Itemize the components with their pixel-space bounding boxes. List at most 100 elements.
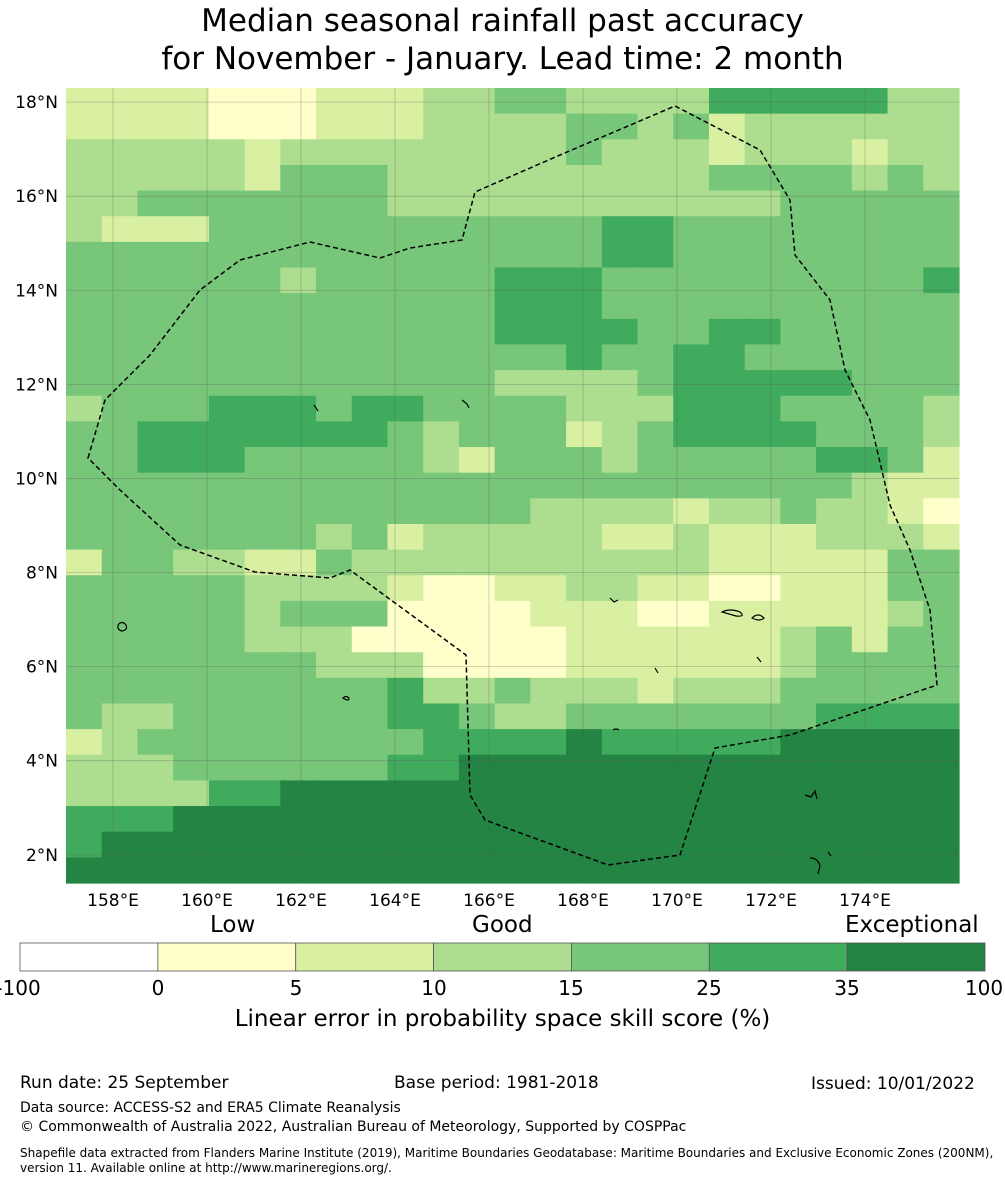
grid-cell xyxy=(780,498,817,525)
island xyxy=(313,404,319,412)
grid-cell xyxy=(423,190,460,217)
grid-cell xyxy=(923,139,960,166)
grid-cell xyxy=(280,139,317,166)
grid-cell xyxy=(673,600,710,628)
grid-cell xyxy=(851,626,889,653)
grid-cell xyxy=(173,523,210,551)
grid-cell xyxy=(708,626,746,653)
grid-cell xyxy=(637,293,674,320)
grid-cell xyxy=(423,318,460,346)
grid-cell xyxy=(494,857,531,884)
grid-cell xyxy=(601,139,639,166)
grid-cell xyxy=(173,447,210,474)
grid-cell xyxy=(316,293,353,320)
grid-cell xyxy=(316,549,353,576)
grid-cell xyxy=(173,498,210,525)
grid-cell xyxy=(923,677,960,705)
grid-cell xyxy=(530,626,567,653)
grid-cell xyxy=(708,395,746,422)
grid-cell xyxy=(494,190,531,217)
grid-cell xyxy=(66,729,103,756)
grid-cell xyxy=(316,370,353,397)
grid-cell xyxy=(708,857,746,884)
latitude-tick-label: 18°N xyxy=(15,93,58,113)
grid-cell xyxy=(458,806,496,833)
grid-cell xyxy=(137,216,174,243)
grid-cell xyxy=(816,139,853,166)
grid-cell xyxy=(387,652,424,679)
grid-cell xyxy=(351,370,389,397)
latitude-tick-label: 12°N xyxy=(15,375,58,395)
grid-cell xyxy=(637,677,674,705)
grid-cell xyxy=(816,421,853,448)
grid-cell xyxy=(66,652,103,679)
grid-cell xyxy=(244,190,281,217)
grid-cell xyxy=(173,344,210,371)
grid-cell xyxy=(816,447,853,474)
grid-cell xyxy=(244,447,281,474)
grid-cell xyxy=(458,729,496,756)
grid-cell xyxy=(423,780,460,807)
grid-cell xyxy=(601,806,639,833)
grid-cell xyxy=(601,729,639,756)
grid-cell xyxy=(387,190,424,217)
grid-cell xyxy=(280,498,317,525)
grid-cell xyxy=(494,318,531,346)
grid-cell xyxy=(816,652,853,679)
grid-cell xyxy=(923,164,960,192)
grid-cell xyxy=(423,370,460,397)
grid-cell xyxy=(316,113,353,140)
grid-cell xyxy=(66,626,103,653)
grid-cell xyxy=(780,293,817,320)
colorbar-tick: 15 xyxy=(558,976,584,1000)
grid-cell xyxy=(780,318,817,346)
grid-cell xyxy=(673,498,710,525)
grid-cell xyxy=(351,113,389,140)
island xyxy=(117,621,128,632)
grid-cell xyxy=(673,344,710,371)
grid-cell xyxy=(208,88,246,115)
grid-cell xyxy=(208,139,246,166)
shapefile-credit-line-1: Shapefile data extracted from Flanders M… xyxy=(20,1146,994,1160)
grid-cell xyxy=(780,241,817,269)
grid-cell xyxy=(601,780,639,807)
grid-cell xyxy=(601,241,639,269)
grid-cell xyxy=(387,729,424,756)
grid-cell xyxy=(530,754,567,782)
grid-cell xyxy=(423,652,460,679)
grid-cell xyxy=(137,831,174,858)
grid-cell xyxy=(173,370,210,397)
grid-cell xyxy=(387,447,424,474)
grid-cell xyxy=(173,780,210,807)
grid-cell xyxy=(280,600,317,628)
grid-cell xyxy=(494,267,531,294)
grid-cell xyxy=(351,729,389,756)
grid-cell xyxy=(208,318,246,346)
grid-cell xyxy=(208,831,246,858)
grid-cell xyxy=(316,652,353,679)
grid-cell xyxy=(566,395,603,422)
grid-cell xyxy=(637,267,674,294)
grid-cell xyxy=(566,652,603,679)
grid-cell xyxy=(423,831,460,858)
grid-cell xyxy=(887,447,924,474)
grid-cell xyxy=(423,806,460,833)
grid-cell xyxy=(673,216,710,243)
grid-cell xyxy=(494,600,531,628)
grid-cell xyxy=(458,421,496,448)
grid-cell xyxy=(458,549,496,576)
grid-cell xyxy=(494,164,531,192)
grid-cell xyxy=(780,370,817,397)
grid-cell xyxy=(208,344,246,371)
grid-cell xyxy=(887,549,924,576)
grid-cell xyxy=(637,318,674,346)
grid-cell xyxy=(708,293,746,320)
grid-cell xyxy=(530,164,567,192)
grid-cell xyxy=(244,88,281,115)
grid-cell xyxy=(887,472,924,499)
grid-cell xyxy=(423,498,460,525)
colorbar-swatch xyxy=(157,942,297,972)
grid-cell xyxy=(66,113,103,140)
grid-cell xyxy=(851,575,889,602)
grid-cell xyxy=(708,677,746,705)
